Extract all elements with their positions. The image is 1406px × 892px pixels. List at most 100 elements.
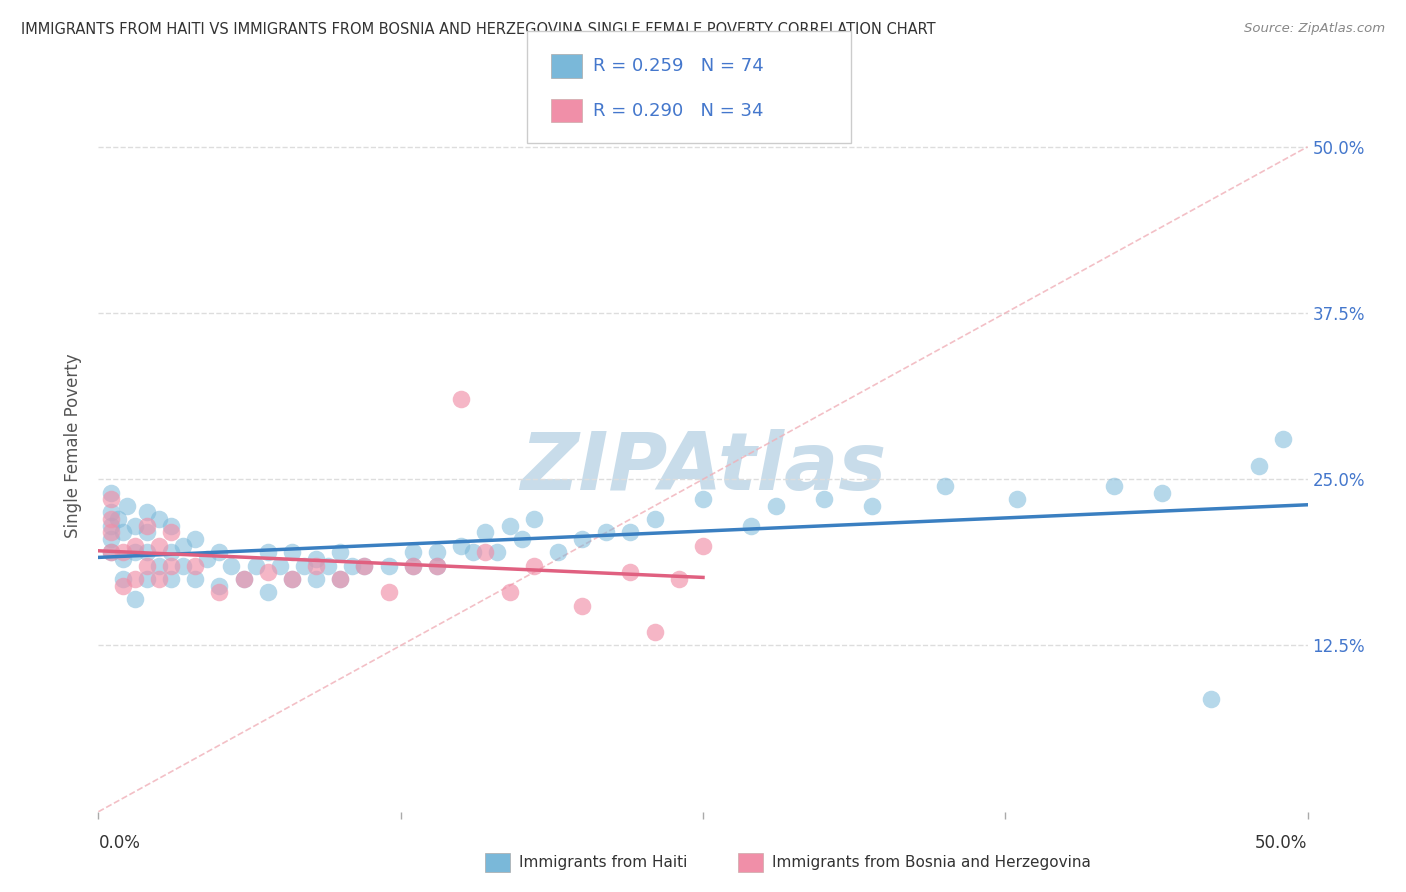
Point (305, 552, 328, 566)
Point (426, 558, 449, 573)
Point (619, 566, 641, 580)
Point (329, 572, 352, 586)
Point (1102, 479, 1125, 493)
Point (124, 539, 146, 553)
Point (256, 566, 278, 580)
Point (498, 585, 520, 599)
Point (450, 392, 472, 407)
Point (135, 525, 157, 540)
Point (100, 532, 122, 546)
Point (1249, 458, 1271, 473)
Point (547, 545, 569, 559)
Point (208, 585, 231, 599)
Point (221, 558, 243, 573)
Point (100, 518, 122, 533)
Point (184, 572, 207, 586)
Point (426, 545, 449, 559)
Point (692, 539, 714, 553)
Point (111, 525, 134, 540)
Point (107, 512, 129, 526)
Point (111, 552, 134, 566)
Point (510, 532, 533, 546)
Point (1272, 433, 1295, 447)
Point (100, 545, 122, 559)
Point (1007, 492, 1029, 507)
Point (619, 525, 641, 540)
Point (124, 591, 146, 606)
Point (463, 545, 485, 559)
Point (111, 579, 134, 593)
Point (100, 492, 122, 507)
Text: 50.0%: 50.0% (1256, 834, 1308, 852)
Point (135, 558, 157, 573)
Point (160, 572, 183, 586)
Point (135, 545, 157, 559)
Point (256, 545, 278, 559)
Text: 0.0%: 0.0% (98, 834, 141, 852)
Point (281, 572, 304, 586)
Point (1199, 691, 1222, 706)
Point (740, 518, 762, 533)
Point (644, 625, 666, 640)
Point (353, 558, 375, 573)
Point (160, 545, 183, 559)
Point (474, 545, 496, 559)
Text: ZIPAtlas: ZIPAtlas (520, 429, 886, 507)
Point (111, 572, 134, 586)
Point (124, 572, 146, 586)
Text: IMMIGRANTS FROM HAITI VS IMMIGRANTS FROM BOSNIA AND HERZEGOVINA SINGLE FEMALE PO: IMMIGRANTS FROM HAITI VS IMMIGRANTS FROM… (21, 22, 936, 37)
Point (111, 545, 134, 559)
Text: Immigrants from Haiti: Immigrants from Haiti (519, 855, 688, 870)
Point (305, 572, 328, 586)
Point (208, 545, 231, 559)
Point (160, 525, 183, 540)
Text: R = 0.290   N = 34: R = 0.290 N = 34 (593, 102, 763, 120)
Point (100, 506, 122, 520)
Point (426, 558, 449, 573)
Point (135, 506, 157, 520)
Point (148, 539, 170, 553)
Point (160, 518, 183, 533)
Point (100, 485, 122, 500)
Point (305, 558, 328, 573)
Point (148, 512, 170, 526)
Point (377, 558, 399, 573)
Point (160, 558, 183, 573)
Point (124, 545, 146, 559)
Point (124, 518, 146, 533)
Point (486, 545, 509, 559)
Point (595, 525, 617, 540)
Point (117, 499, 139, 513)
Point (402, 558, 425, 573)
Point (135, 518, 157, 533)
Text: Source: ZipAtlas.com: Source: ZipAtlas.com (1244, 22, 1385, 36)
Point (281, 572, 304, 586)
Point (860, 499, 883, 513)
Point (184, 532, 207, 546)
Point (172, 539, 194, 553)
Point (402, 558, 425, 573)
Point (292, 558, 315, 573)
Point (281, 545, 304, 559)
Point (195, 552, 218, 566)
Point (1152, 485, 1174, 500)
Point (523, 512, 546, 526)
Point (692, 492, 714, 507)
Point (316, 558, 339, 573)
Point (353, 558, 375, 573)
Point (208, 579, 231, 593)
Point (402, 545, 425, 559)
Point (148, 558, 170, 573)
Point (184, 558, 207, 573)
Point (342, 558, 364, 573)
Point (450, 539, 472, 553)
Point (934, 479, 956, 493)
Point (232, 572, 254, 586)
Point (100, 525, 122, 540)
Text: R = 0.259   N = 74: R = 0.259 N = 74 (593, 57, 763, 75)
Point (329, 545, 352, 559)
Point (571, 599, 593, 613)
Point (571, 532, 593, 546)
Point (232, 572, 254, 586)
Point (523, 558, 546, 573)
